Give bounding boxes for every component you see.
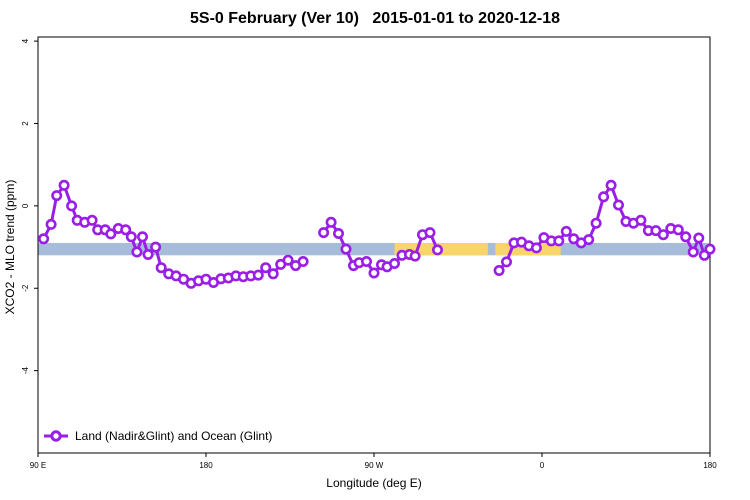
data-point bbox=[318, 227, 330, 239]
data-point bbox=[431, 244, 443, 256]
data-point bbox=[657, 229, 669, 241]
data-point bbox=[297, 255, 309, 267]
data-point bbox=[560, 225, 572, 237]
y-axis-label: XCO2 - MLO trend (ppm) bbox=[3, 179, 17, 315]
data-point bbox=[86, 214, 98, 226]
data-point bbox=[583, 234, 595, 246]
data-point bbox=[260, 262, 272, 274]
x-axis-label: Longitude (deg E) bbox=[326, 476, 422, 490]
data-point bbox=[409, 250, 421, 262]
x-tick-label: 180 bbox=[703, 461, 717, 470]
chart-title: 5S-0 February (Ver 10) 2015-01-01 to 202… bbox=[0, 10, 750, 28]
data-point bbox=[340, 243, 352, 255]
data-point bbox=[530, 242, 542, 254]
data-point bbox=[51, 190, 63, 202]
x-tick-label: 90 W bbox=[365, 461, 384, 470]
data-point bbox=[131, 246, 143, 258]
data-point bbox=[598, 191, 610, 203]
data-point bbox=[424, 227, 436, 239]
data-point bbox=[282, 254, 294, 266]
data-point bbox=[137, 231, 149, 243]
data-point bbox=[58, 179, 70, 191]
data-point bbox=[360, 255, 372, 267]
data-point bbox=[612, 199, 624, 211]
data-point bbox=[125, 231, 137, 243]
data-point bbox=[590, 217, 602, 229]
y-tick-label: 4 bbox=[21, 38, 30, 43]
series-layer bbox=[38, 179, 716, 289]
data-point bbox=[66, 200, 78, 212]
data-point bbox=[252, 269, 264, 281]
data-point bbox=[605, 179, 617, 191]
chart-title-dates: 2015-01-01 to 2020-12-18 bbox=[372, 10, 560, 27]
data-point bbox=[105, 228, 117, 240]
y-tick-label: 2 bbox=[21, 121, 30, 126]
x-tick-label: 0 bbox=[540, 461, 545, 470]
data-point bbox=[500, 256, 512, 268]
data-point bbox=[388, 257, 400, 269]
data-point bbox=[368, 267, 380, 279]
data-point bbox=[120, 224, 132, 236]
data-point bbox=[155, 262, 167, 274]
data-point bbox=[680, 231, 692, 243]
data-point bbox=[45, 218, 57, 230]
x-tick-label: 180 bbox=[199, 461, 213, 470]
y-tick-label: 0 bbox=[21, 203, 30, 208]
data-point bbox=[142, 249, 154, 261]
data-point bbox=[687, 246, 699, 258]
data-point bbox=[635, 214, 647, 226]
chart-title-main: 5S-0 February (Ver 10) bbox=[190, 10, 359, 27]
data-point bbox=[493, 264, 505, 276]
y-tick-label: -2 bbox=[21, 284, 30, 292]
legend: Land (Nadir&Glint) and Ocean (Glint) bbox=[44, 429, 272, 443]
x-tick-label: 90 E bbox=[30, 461, 46, 470]
data-point bbox=[693, 232, 705, 244]
data-point bbox=[672, 224, 684, 236]
legend-marker bbox=[50, 430, 62, 442]
data-point bbox=[553, 235, 565, 247]
legend-label: Land (Nadir&Glint) and Ocean (Glint) bbox=[75, 429, 272, 443]
data-point bbox=[332, 228, 344, 240]
data-point bbox=[704, 243, 716, 255]
data-point bbox=[38, 233, 50, 245]
data-point bbox=[267, 268, 279, 280]
data-point bbox=[325, 216, 337, 228]
data-point bbox=[150, 241, 162, 253]
y-tick-label: -4 bbox=[21, 367, 30, 375]
